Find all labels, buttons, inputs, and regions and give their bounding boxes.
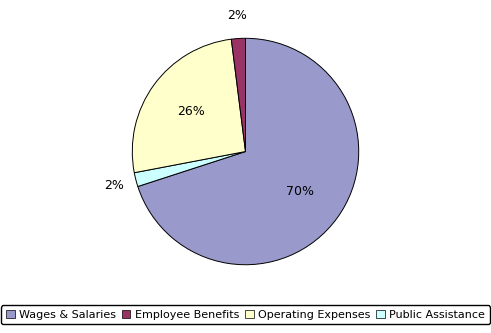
Text: 70%: 70% (286, 185, 314, 198)
Wedge shape (134, 152, 246, 186)
Text: 26%: 26% (177, 105, 204, 118)
Legend: Wages & Salaries, Employee Benefits, Operating Expenses, Public Assistance: Wages & Salaries, Employee Benefits, Ope… (1, 305, 490, 324)
Wedge shape (231, 38, 246, 152)
Text: 2%: 2% (104, 179, 124, 192)
Wedge shape (132, 39, 246, 173)
Wedge shape (138, 38, 359, 265)
Text: 2%: 2% (227, 9, 247, 22)
